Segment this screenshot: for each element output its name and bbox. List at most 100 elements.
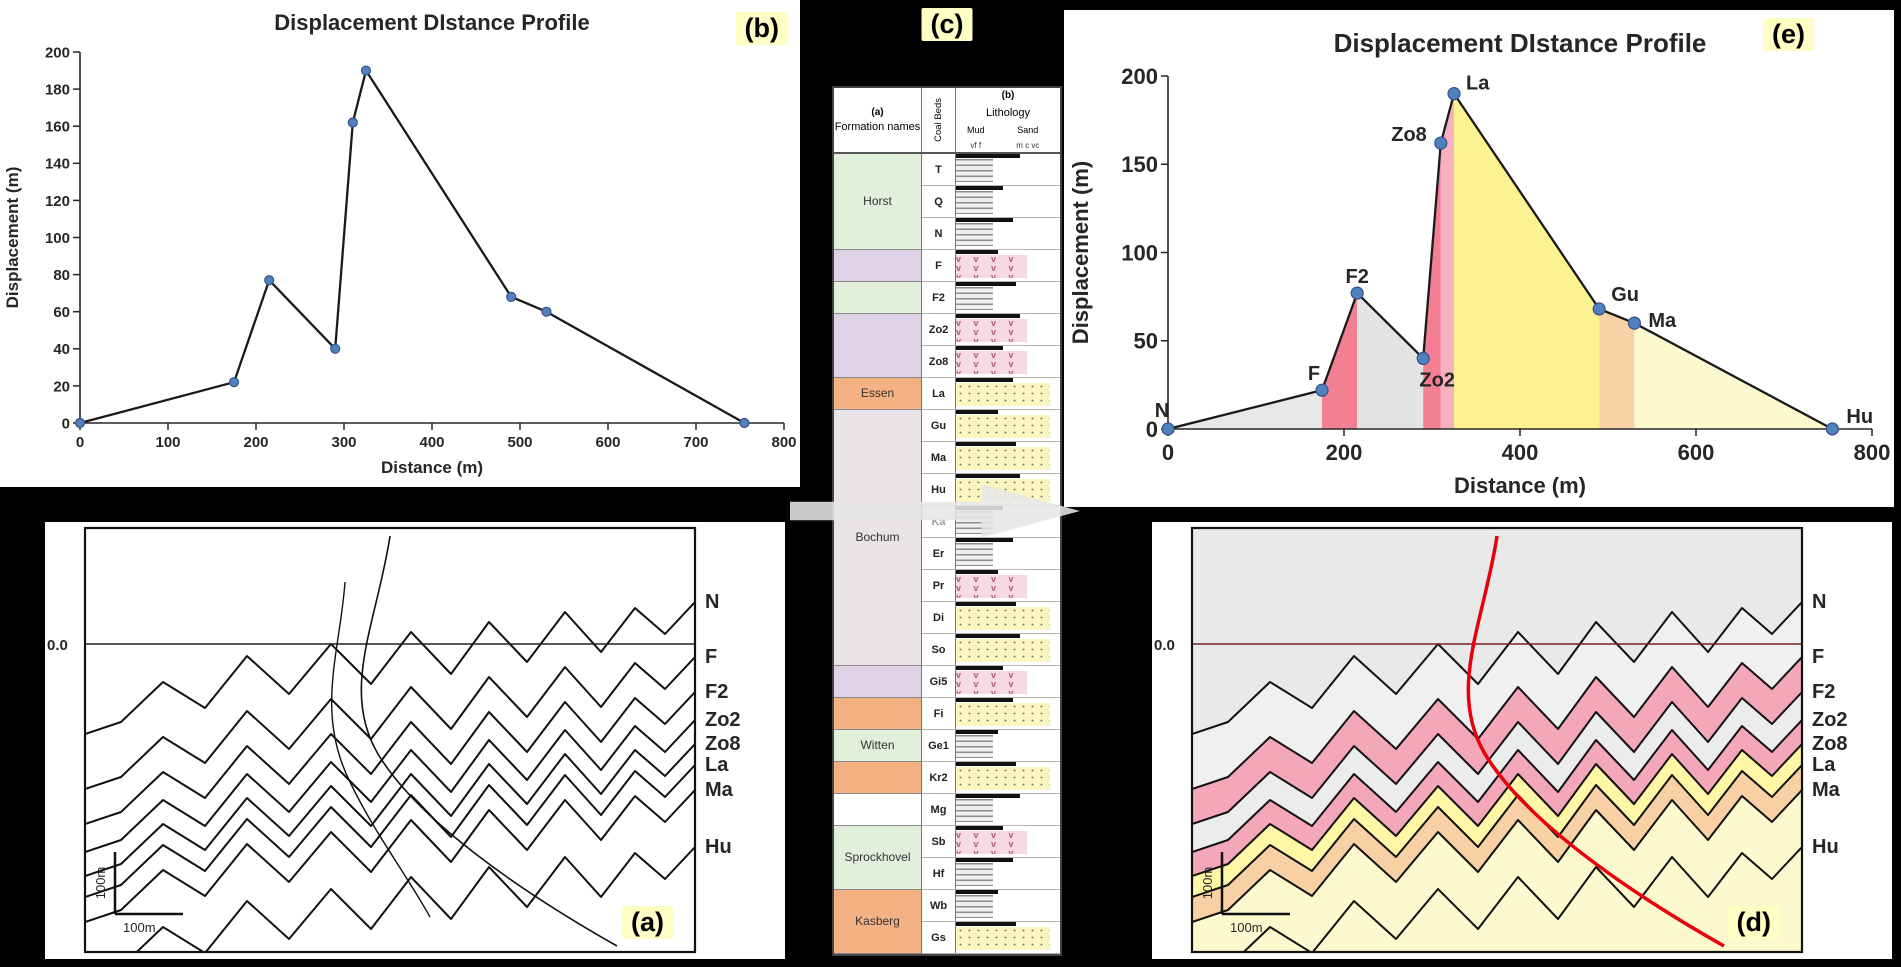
grain-coarse-label: m c vc bbox=[1016, 141, 1040, 150]
y-tick-label: 80 bbox=[53, 267, 70, 284]
coal-bed-label: F bbox=[922, 250, 956, 281]
formation-column: Horst Essen Bochum Witten Sprockhovel Kasberg bbox=[834, 154, 922, 954]
horizon-line bbox=[85, 691, 695, 825]
strata-band bbox=[1192, 765, 1802, 922]
fault-line-red bbox=[1466, 535, 1725, 948]
panel-d-badge: (d) bbox=[1727, 906, 1780, 939]
coal-bed-label: La bbox=[922, 378, 956, 409]
y-tick-label: 20 bbox=[53, 378, 70, 395]
coal-bed-label: Gu bbox=[922, 410, 956, 441]
formation-block: Sprockhovel bbox=[834, 826, 921, 890]
coal-bed-label: Er bbox=[922, 538, 956, 569]
coal-bed-label: N bbox=[922, 218, 956, 249]
x-tick-label: 600 bbox=[1678, 440, 1715, 465]
y-tick-label: 60 bbox=[53, 304, 70, 321]
profile-line bbox=[79, 69, 745, 425]
data-point-marker bbox=[739, 417, 750, 429]
coal-seam bbox=[956, 698, 1014, 702]
panel-e-displacement-profile-colored: 0 200 400 600 800 0 50 100 150 200 N F F2 Zo2 Zo8 La Gu M… bbox=[1064, 10, 1894, 507]
formation-block bbox=[834, 666, 921, 698]
lithology-pattern-mud bbox=[956, 863, 994, 886]
panel-b-displacement-profile: 0 100 200 300 400 500 600 700 800 0 20 40 60 80 100 120… bbox=[0, 0, 800, 487]
lithology-cell: v v v v v v v v v v v v v v v v v v v v … bbox=[956, 250, 1060, 281]
lithology-pattern-volcanic: v v v v v v v v v v v v v v v v v v v v … bbox=[956, 831, 1027, 854]
strat-row: Ma bbox=[922, 442, 1060, 474]
formation-block bbox=[834, 794, 921, 826]
formation-title: Formation names bbox=[834, 120, 921, 133]
lithology-pattern-mud bbox=[956, 543, 994, 566]
lithology-header: (b) Lithology Mud Sand vf f m c vc bbox=[956, 88, 1060, 152]
formation-block bbox=[834, 282, 921, 314]
strat-row: Gs bbox=[922, 922, 1060, 954]
lithology-cell bbox=[956, 378, 1060, 409]
lithology-cell bbox=[956, 730, 1060, 761]
coal-seam bbox=[956, 442, 1017, 446]
data-point-marker bbox=[1416, 351, 1430, 365]
header-b-label: (b) bbox=[1001, 90, 1015, 101]
coal-bed-label: Ma bbox=[922, 442, 956, 473]
horizon-line bbox=[85, 743, 695, 877]
horizon-line bbox=[1192, 719, 1802, 853]
point-label: F bbox=[1308, 363, 1320, 385]
horizon-label: Ma bbox=[1812, 779, 1841, 801]
lithology-pattern-sand bbox=[956, 639, 1050, 662]
coal-seam bbox=[956, 602, 1017, 606]
lithology-cell bbox=[956, 282, 1060, 313]
lithology-pattern-mud bbox=[956, 895, 994, 918]
y-tick-label: 50 bbox=[1134, 329, 1158, 354]
strat-row: Fv v v v v v v v v v v v v v v v v v v v… bbox=[922, 250, 1060, 282]
panel-e-badge: (e) bbox=[1763, 18, 1814, 51]
coal-bed-label: F2 bbox=[922, 282, 956, 313]
formation-block bbox=[834, 250, 921, 282]
x-tick-label: 0 bbox=[1162, 440, 1174, 465]
strat-row: T bbox=[922, 154, 1060, 186]
coal-bed-label: Hf bbox=[922, 858, 956, 889]
scale-label-vertical: 100m bbox=[1200, 867, 1215, 900]
lithology-pattern-sand bbox=[956, 927, 1050, 950]
scale-label-horizontal: 100m bbox=[123, 920, 156, 935]
segment-fill bbox=[1440, 93, 1454, 430]
strat-header: (a) Formation names Coal Beds (b) Lithology M… bbox=[834, 88, 1060, 154]
coal-bed-label: Zo8 bbox=[922, 346, 956, 377]
data-point-marker bbox=[347, 117, 358, 128]
data-point-marker bbox=[506, 291, 517, 302]
coal-seam bbox=[956, 922, 1017, 926]
lithology-pattern-sand bbox=[956, 447, 1050, 470]
strat-row: So bbox=[922, 634, 1060, 666]
lithology-pattern-volcanic: v v v v v v v v v v v v v v v v v v v v … bbox=[956, 575, 1027, 598]
coal-seam bbox=[956, 314, 1021, 318]
lithology-cell bbox=[956, 602, 1060, 633]
x-tick-label: 800 bbox=[771, 434, 796, 451]
lithology-pattern-mud bbox=[956, 159, 994, 182]
x-tick-label: 100 bbox=[155, 434, 180, 451]
lithology-cell bbox=[956, 538, 1060, 569]
coal-seam bbox=[956, 666, 1003, 670]
coal-seam bbox=[956, 538, 1014, 542]
y-axis-label: Displacement (m) bbox=[3, 167, 22, 309]
point-label: Hu bbox=[1846, 406, 1873, 428]
coal-bed-label: Mg bbox=[922, 794, 956, 825]
horizon-label: La bbox=[1812, 754, 1836, 776]
lithology-cell bbox=[956, 442, 1060, 473]
coal-seam bbox=[956, 730, 998, 734]
strat-table: Horst Essen Bochum Witten Sprockhovel Kasberg… bbox=[834, 154, 1060, 954]
lithology-pattern-mud bbox=[956, 735, 994, 758]
horizon-label: F bbox=[1812, 646, 1824, 668]
section-border bbox=[1190, 526, 1804, 954]
coal-seam bbox=[956, 570, 998, 574]
grain-size-row: vf f m c vc bbox=[956, 141, 1060, 150]
y-tick-label: 160 bbox=[45, 119, 70, 136]
coal-bed-label: Kr2 bbox=[922, 762, 956, 793]
horizon-line bbox=[1242, 846, 1802, 952]
x-tick-label: 400 bbox=[419, 434, 444, 451]
lithology-cell: v v v v v v v v v v v v v v v v v v v v … bbox=[956, 346, 1060, 377]
horizon-label: F bbox=[705, 646, 717, 668]
coal-bed-label: So bbox=[922, 634, 956, 665]
lithology-pattern-mud bbox=[956, 287, 994, 310]
panel-c-badge: (c) bbox=[921, 8, 973, 41]
